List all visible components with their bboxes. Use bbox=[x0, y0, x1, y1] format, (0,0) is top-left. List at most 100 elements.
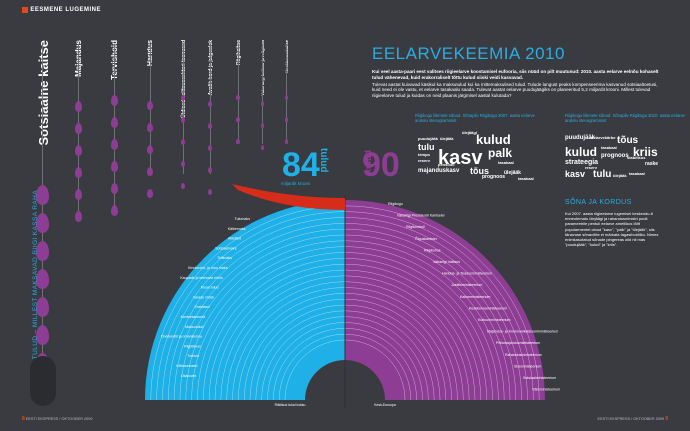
spending-drop bbox=[110, 95, 118, 106]
spending-drop bbox=[74, 211, 82, 222]
cloud-word: kasv bbox=[438, 147, 483, 169]
spending-drop bbox=[181, 117, 185, 123]
column-stem bbox=[114, 44, 115, 214]
cloud-word: puudujääk bbox=[565, 135, 596, 141]
spending-drop bbox=[181, 183, 185, 189]
expense-label: Kultuuriministeerium bbox=[478, 318, 511, 322]
expense-label: Majandus- ja Kommunikatsiooniministeeriu… bbox=[487, 330, 558, 334]
cloud-word: palk bbox=[488, 146, 513, 160]
cloud-word: ülejääk bbox=[613, 173, 627, 178]
income-label: Osalused bbox=[181, 374, 196, 378]
income-label: Sotsiaalmaks bbox=[215, 246, 237, 250]
income-label: Kontsessioonid bbox=[181, 315, 205, 319]
cloud-word: tasakaal bbox=[518, 176, 534, 181]
income-label: Varade müük bbox=[193, 295, 214, 299]
article-lead: Kui veel aasta-paari eest valitses riigi… bbox=[372, 69, 662, 100]
spending-drop bbox=[35, 269, 49, 289]
spending-drop bbox=[208, 101, 212, 107]
cloud-word: tasakaal bbox=[629, 171, 645, 176]
section-body: Kui 2007. aasta riigieelarve lugemisel k… bbox=[565, 211, 659, 248]
expense-value: 90 bbox=[362, 146, 400, 184]
expense-stat: 90 bbox=[362, 146, 400, 185]
income-label: Trahvid bbox=[187, 354, 199, 358]
expense-label: Kaitseministeerium bbox=[460, 295, 490, 299]
bottom-mask bbox=[0, 408, 690, 431]
spending-drop bbox=[110, 183, 118, 194]
column-stem bbox=[210, 44, 211, 174]
spending-drop bbox=[147, 123, 153, 132]
income-word: tulud bbox=[318, 148, 329, 173]
income-value: 84 bbox=[282, 146, 320, 184]
income-label: Kaupade ja teenuste müük bbox=[180, 276, 223, 280]
deficit-swoosh bbox=[232, 184, 345, 210]
spending-drop bbox=[147, 189, 153, 198]
lead-paragraph: Kui veel aasta-paari eest valitses riigi… bbox=[372, 69, 659, 80]
spending-drop bbox=[74, 145, 82, 156]
spending-drop bbox=[110, 205, 118, 216]
cloud-word: kulud bbox=[565, 145, 597, 159]
income-label: Dividendid ja omanikutulu bbox=[161, 335, 202, 339]
spending-drop bbox=[35, 325, 49, 345]
spending-drop bbox=[74, 167, 82, 178]
spending-drop bbox=[181, 95, 185, 101]
cloud-word: tasakaal bbox=[498, 160, 514, 165]
spending-drop bbox=[110, 161, 118, 172]
page-left: 8 bbox=[22, 416, 25, 422]
spending-drop bbox=[35, 185, 49, 205]
page-right: 9 bbox=[665, 416, 668, 422]
word-cloud-2007: puudujääk ülejääk ülejäägi kulud tulu tempo re… bbox=[418, 130, 558, 190]
expense-label: Õiguskantsler bbox=[415, 236, 438, 241]
income-stat: 84 bbox=[282, 146, 320, 185]
expense-label: Sotsiaalministeerium bbox=[523, 376, 556, 380]
spending-drop bbox=[284, 117, 288, 122]
cloud-word: stabiilsus bbox=[627, 155, 646, 160]
expense-label: Siseministeerium bbox=[514, 364, 541, 368]
cloud-word: eelarvekärbe bbox=[591, 135, 616, 140]
income-label: Muud tulud bbox=[201, 286, 219, 290]
word-cloud-2010: puudujääk eelarvekärbe tõus kulud tasakaal kr… bbox=[565, 135, 670, 190]
section-tag: EESMENE LUGEMINE bbox=[22, 7, 101, 13]
expense-word: kulud bbox=[363, 150, 373, 174]
spending-drop bbox=[147, 101, 153, 110]
expense-label: Riigikohus bbox=[424, 248, 441, 252]
spending-drop bbox=[181, 161, 185, 167]
spending-drop bbox=[260, 101, 264, 106]
spending-drop bbox=[284, 139, 288, 144]
cloud-word: tempo bbox=[418, 152, 430, 157]
expense-label: Riigikontroll bbox=[406, 225, 425, 229]
cloud-word: ülejäägi bbox=[462, 130, 477, 135]
income-sub: miljardit krooni bbox=[281, 181, 311, 186]
spending-drop bbox=[147, 145, 153, 154]
cloud-word: tulu bbox=[418, 142, 435, 152]
spending-drop bbox=[236, 139, 240, 145]
section-title: SÕNA JA KORDUS bbox=[565, 199, 632, 206]
income-label: Kinnisvara- ja muu maks bbox=[188, 266, 228, 270]
expense-label: Riigikogu bbox=[388, 202, 403, 206]
large-drop bbox=[30, 356, 56, 406]
spending-drop bbox=[208, 123, 212, 129]
spending-drop bbox=[74, 189, 82, 200]
cloud-word: puudujääk bbox=[418, 136, 439, 141]
expense-label: Välisministeerium bbox=[532, 388, 560, 392]
cloud-word: prognoos bbox=[482, 174, 506, 180]
spending-drop bbox=[110, 117, 118, 128]
body-paragraph: Tulevat aastat kuivavad käsikul ka maksu… bbox=[372, 81, 658, 99]
cloud-word: tasakaal bbox=[601, 145, 617, 150]
column-stem bbox=[42, 44, 43, 374]
income-label: Tulumaks bbox=[235, 217, 251, 221]
income-label: Tollimaks bbox=[217, 256, 232, 260]
spending-drop bbox=[74, 123, 82, 134]
spending-drop bbox=[284, 95, 288, 100]
spending-drop bbox=[110, 139, 118, 150]
expense-label: Haridus- ja Teadusministeerium bbox=[442, 272, 492, 276]
column-stem bbox=[183, 44, 184, 174]
expense-label: Vabariigi Valitsus bbox=[433, 260, 460, 264]
income-label: Eraldised bbox=[195, 305, 210, 309]
cloud-word: reserv bbox=[585, 165, 598, 170]
cloud-word: strateegia bbox=[565, 159, 599, 166]
cloud-word: pensioni bbox=[438, 162, 455, 167]
cloud-word: ülejääk bbox=[440, 136, 454, 141]
spending-drop bbox=[208, 145, 212, 151]
spending-drop bbox=[181, 139, 185, 145]
spending-drop bbox=[74, 101, 82, 112]
